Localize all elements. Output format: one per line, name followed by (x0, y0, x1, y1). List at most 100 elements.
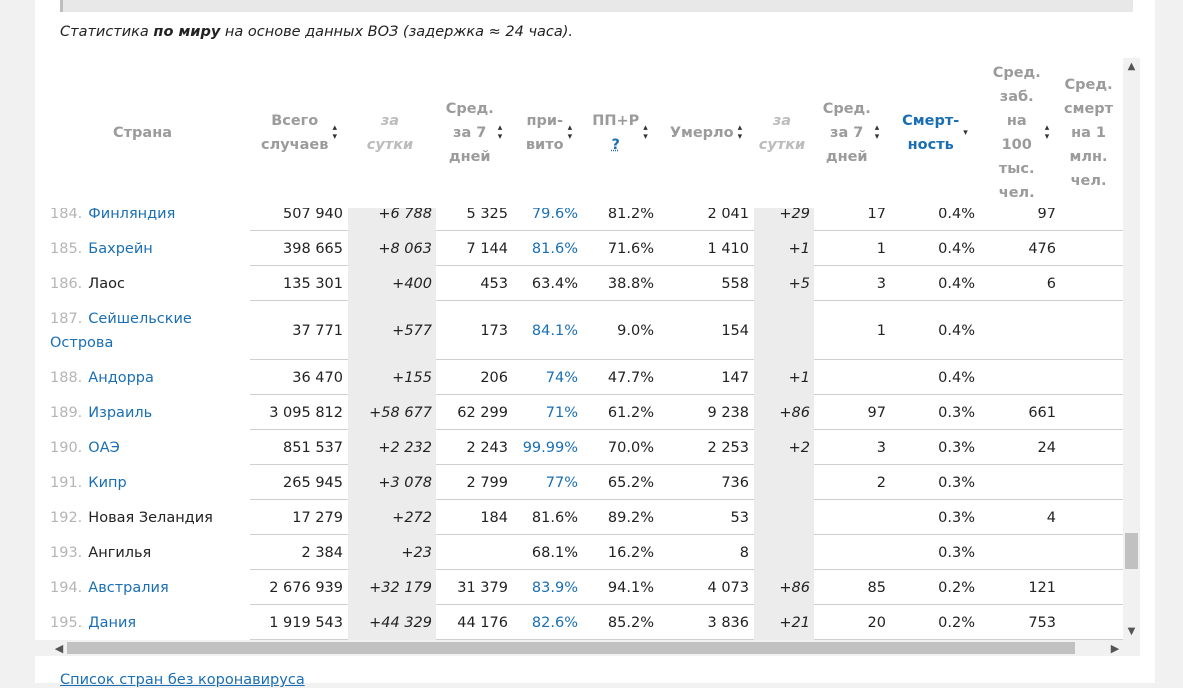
cell-total: 265 945 (283, 474, 343, 491)
cell-deaths-avg7: 1 (876, 322, 886, 339)
header-total[interactable]: Всего случаев ▴ ▾ (261, 113, 337, 153)
cell-avg7: 453 (480, 275, 508, 292)
country-name[interactable]: Финляндия (88, 208, 176, 222)
country-name[interactable]: ОАЭ (88, 439, 120, 456)
cell-pp: 47.7% (607, 369, 654, 386)
sort-desc-icon[interactable]: ▾ (963, 127, 968, 138)
cell-p100k: 661 (1028, 404, 1056, 421)
sort-arrows-icon[interactable]: ▴ ▾ (497, 123, 503, 142)
cell-total: 507 940 (283, 208, 343, 222)
cell-p100k (978, 535, 1056, 570)
horizontal-scrollbar[interactable]: ◀ ▶ (35, 640, 1140, 656)
cell-day: +58 677 (348, 395, 436, 430)
cell-mort: 0.3% (938, 404, 975, 421)
help-link[interactable]: ? (611, 137, 620, 153)
cell-deaths-day: +29 (754, 208, 814, 231)
row-number: 191. (50, 474, 83, 491)
sort-arrows-icon[interactable]: ▴ ▾ (332, 123, 337, 142)
scroll-thumb[interactable] (67, 642, 1075, 654)
cell-vacc[interactable]: 71% (545, 404, 578, 421)
row-divider (250, 604, 1123, 605)
cell-total: 135 301 (283, 275, 343, 292)
header-country[interactable]: Страна (112, 125, 172, 141)
cell-pp: 71.6% (607, 240, 654, 257)
country-cell: 186. Лаос (50, 266, 250, 301)
cell-deaths: 4 073 (707, 579, 749, 596)
country-name[interactable]: Дания (88, 614, 137, 631)
country-cell: 191. Кипр (50, 465, 250, 500)
cell-day: +44 329 (348, 605, 436, 640)
header-per-day[interactable]: за сутки (366, 113, 414, 153)
arrow-left-icon[interactable]: ◀ (54, 641, 64, 655)
vertical-scrollbar[interactable]: ▲ ▼ (1123, 58, 1140, 640)
sort-arrows-icon[interactable]: ▴ ▾ (737, 123, 743, 142)
cell-vacc[interactable]: 77% (545, 474, 578, 491)
country-name[interactable]: Австралия (88, 579, 169, 596)
scroll-thumb[interactable] (1125, 533, 1138, 569)
header-deaths[interactable]: Умерло ▴ ▾ (669, 123, 743, 142)
row-number: 194. (50, 579, 83, 596)
row-divider (250, 429, 1123, 430)
arrow-down-icon[interactable]: ▼ (1127, 626, 1136, 637)
cell-vacc[interactable]: 83.9% (531, 579, 578, 596)
header-per1m[interactable]: Сред. смерт на 1 млн. чел. (1064, 77, 1114, 189)
cell-day: +400 (348, 266, 436, 301)
cell-p100k (978, 301, 1056, 360)
cell-deaths: 8 (739, 544, 749, 561)
header-deaths-avg7[interactable]: Сред. за 7 дней ▴ ▾ (822, 101, 880, 165)
sort-arrows-icon[interactable]: ▴ ▾ (1044, 123, 1050, 142)
sort-arrows-icon[interactable]: ▴ ▾ (874, 123, 880, 142)
row-number: 188. (50, 369, 83, 386)
cell-total: 3 095 812 (269, 404, 343, 421)
cell-vacc[interactable]: 81.6% (531, 240, 578, 257)
header-pp[interactable]: ПП+Р? ▴ ▾ (582, 58, 658, 208)
cell-p100k: 4 (1046, 509, 1056, 526)
cell-deaths: 2 041 (707, 208, 749, 222)
header-mortality[interactable]: Смерт-ность ▾ (902, 113, 968, 153)
cell-vacc[interactable]: 79.6% (531, 208, 578, 222)
cell-avg7: 5 325 (466, 208, 508, 222)
country-name: Новая Зеландия (88, 509, 213, 526)
cell-deaths-avg7: 1 (876, 240, 886, 257)
country-name: Лаос (88, 275, 125, 292)
arrow-right-icon[interactable]: ▶ (1110, 641, 1120, 655)
country-cell: 187. Сейшельские Острова (50, 301, 250, 360)
table-row: 185. Бахрейн 398 665 +8 063 7 144 81.6% 71.6% 1… (35, 231, 1123, 266)
cell-mort: 0.2% (938, 614, 975, 631)
table-row: 191. Кипр 265 945 +3 078 2 799 77% 65.2% 736 2 0.… (35, 465, 1123, 500)
country-name[interactable]: Сейшельские Острова (50, 310, 192, 351)
cell-vacc[interactable]: 84.1% (531, 322, 578, 339)
row-number: 190. (50, 439, 83, 456)
cell-p100k: 6 (1046, 275, 1056, 292)
cell-vacc[interactable]: 82.6% (531, 614, 578, 631)
country-name[interactable]: Израиль (88, 404, 153, 421)
cell-pp: 61.2% (607, 404, 654, 421)
table-rows: 184. Финляндия 507 940 +6 788 5 325 79.6% 81.2… (35, 208, 1123, 640)
country-name[interactable]: Кипр (88, 474, 127, 491)
cell-vacc[interactable]: 99.99% (522, 439, 578, 456)
country-name[interactable]: Бахрейн (88, 240, 153, 257)
cell-p100k: 97 (1037, 208, 1056, 222)
sort-arrows-icon[interactable]: ▴ ▾ (643, 123, 648, 142)
row-divider (250, 394, 1123, 395)
arrow-up-icon[interactable]: ▲ (1127, 61, 1136, 72)
cell-day: +32 179 (348, 570, 436, 605)
row-divider (250, 265, 1123, 266)
cell-deaths: 2 253 (707, 439, 749, 456)
cell-vacc[interactable]: 74% (545, 369, 578, 386)
cell-deaths-avg7 (810, 500, 886, 535)
row-divider (250, 639, 1123, 640)
sort-arrows-icon[interactable]: ▴ ▾ (567, 123, 573, 142)
country-name[interactable]: Андорра (88, 369, 154, 386)
header-vaccinated[interactable]: при-вито ▴ ▾ (525, 113, 573, 153)
cell-mort: 0.4% (938, 208, 975, 222)
cell-p100k: 121 (1028, 579, 1056, 596)
cell-p100k: 24 (1037, 439, 1056, 456)
cell-pp: 81.2% (607, 208, 654, 222)
footer-link[interactable]: Список стран без коронавируса (60, 672, 305, 688)
header-deaths-day[interactable]: за сутки (758, 113, 806, 153)
cell-mort: 0.3% (938, 509, 975, 526)
row-number: 187. (50, 310, 83, 327)
header-per100k[interactable]: Сред. заб. на 100 тыс. чел. ▴ ▾ (992, 65, 1050, 201)
header-avg7[interactable]: Сред. за 7 дней ▴ ▾ (445, 101, 503, 165)
